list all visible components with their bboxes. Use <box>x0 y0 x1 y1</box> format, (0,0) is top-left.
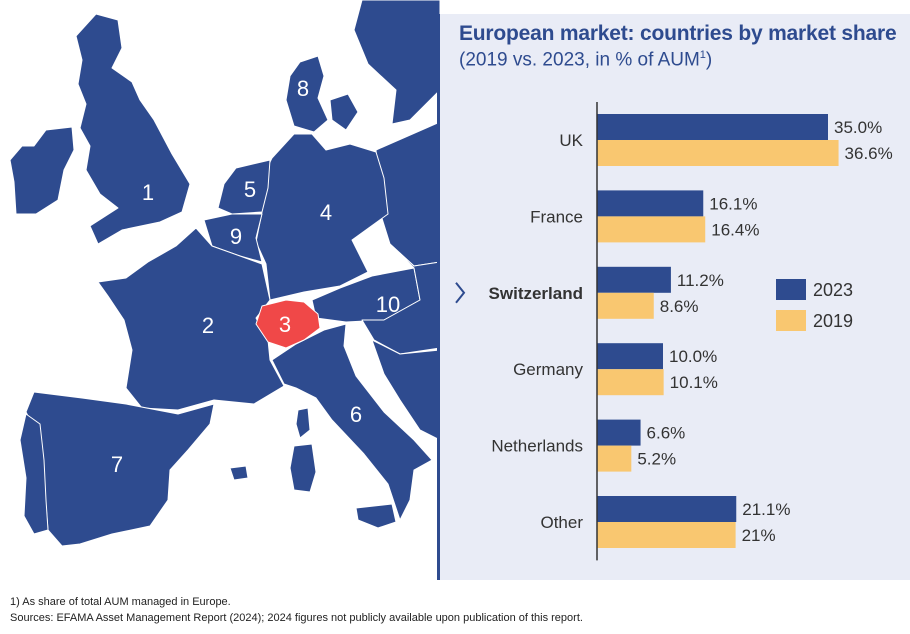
legend-swatch-2019 <box>776 310 806 331</box>
map-label-6: 6 <box>350 402 362 427</box>
chart-subtitle-end: ) <box>705 49 713 71</box>
category-label-switzerland: Switzerland <box>489 284 583 303</box>
category-label-uk: UK <box>559 131 583 150</box>
data-label-2023-switzerland: 11.2% <box>677 271 724 290</box>
bar-chart: 35.0% 36.6% UK 16.1% 16.4% France 11.2% 8.6% Swi… <box>455 102 893 561</box>
map-portugal <box>19 413 49 535</box>
data-label-2019-france: 16.4% <box>711 220 759 239</box>
map-label-10: 10 <box>376 292 400 317</box>
chart-panel <box>440 14 910 580</box>
map-netherlands <box>217 159 271 215</box>
category-label-other: Other <box>540 513 583 532</box>
map-uk <box>75 13 191 245</box>
legend-label-2023: 2023 <box>813 280 854 300</box>
bar-2019-other <box>597 522 736 548</box>
map-corsica <box>295 407 311 439</box>
data-label-2023-germany: 10.0% <box>669 347 717 366</box>
map-france <box>97 227 285 411</box>
footnote-source: Sources: EFAMA Asset Management Report (… <box>10 612 583 624</box>
map-denmark <box>285 55 329 133</box>
map-hungary <box>361 243 440 355</box>
map-label-4: 4 <box>320 200 332 225</box>
data-label-2019-uk: 36.6% <box>845 144 893 163</box>
panel-divider <box>437 14 440 580</box>
map-switzerland <box>255 299 321 349</box>
map-label-3: 3 <box>279 312 291 337</box>
map-norway-sweden <box>353 0 440 125</box>
map-germany <box>255 133 389 301</box>
highlight-chevron-icon <box>455 282 466 304</box>
data-label-2023-netherlands: 6.6% <box>647 424 686 443</box>
map-label-7: 7 <box>111 452 123 477</box>
bar-2019-germany <box>597 369 664 396</box>
data-label-2023-france: 16.1% <box>709 194 757 213</box>
map-label-1: 1 <box>142 180 154 205</box>
map-label-8: 8 <box>297 76 309 101</box>
map-label-9: 9 <box>230 224 242 249</box>
bar-2023-france <box>597 190 704 217</box>
bar-2023-other <box>597 496 737 522</box>
map-italy <box>271 323 433 521</box>
bar-2019-netherlands <box>597 445 632 472</box>
europe-map: 1 2 3 4 5 6 7 8 9 10 <box>9 0 440 547</box>
chart-subtitle-footnote-mark: 1 <box>699 49 706 61</box>
category-label-germany: Germany <box>513 360 583 379</box>
category-label-netherlands: Netherlands <box>491 437 583 456</box>
data-label-2019-switzerland: 8.6% <box>660 297 699 316</box>
data-label-2023-uk: 35.0% <box>834 118 882 137</box>
data-label-2019-netherlands: 5.2% <box>637 450 676 469</box>
bar-2023-uk <box>597 114 828 140</box>
map-sardinia <box>289 443 317 493</box>
chart-subtitle-text: (2019 vs. 2023, in % of AUM <box>459 49 700 71</box>
bar-2019-switzerland <box>597 292 654 319</box>
chart-subtitle: (2019 vs. 2023, in % of AUM1) <box>459 49 712 71</box>
legend-swatch-2023 <box>776 279 806 300</box>
data-label-2023-other: 21.1% <box>742 500 790 519</box>
data-label-2019-germany: 10.1% <box>670 373 718 392</box>
map-label-2: 2 <box>202 313 214 338</box>
bar-2019-uk <box>597 140 839 166</box>
map-balearics <box>229 465 249 481</box>
map-zealand <box>329 93 359 131</box>
category-label-france: France <box>530 207 583 226</box>
bar-2023-netherlands <box>597 419 641 446</box>
bar-2023-germany <box>597 343 663 370</box>
map-ireland <box>9 126 75 215</box>
footnote-1: 1) As share of total AUM managed in Euro… <box>10 596 231 608</box>
bar-2019-france <box>597 216 706 243</box>
map-sicily <box>355 503 397 529</box>
chart-title: European market: countries by market sha… <box>459 22 897 45</box>
map-balkans <box>371 339 440 441</box>
legend-label-2019: 2019 <box>813 311 854 331</box>
map-label-5: 5 <box>244 177 256 202</box>
data-label-2019-other: 21% <box>742 526 776 545</box>
bar-2023-switzerland <box>597 266 671 293</box>
